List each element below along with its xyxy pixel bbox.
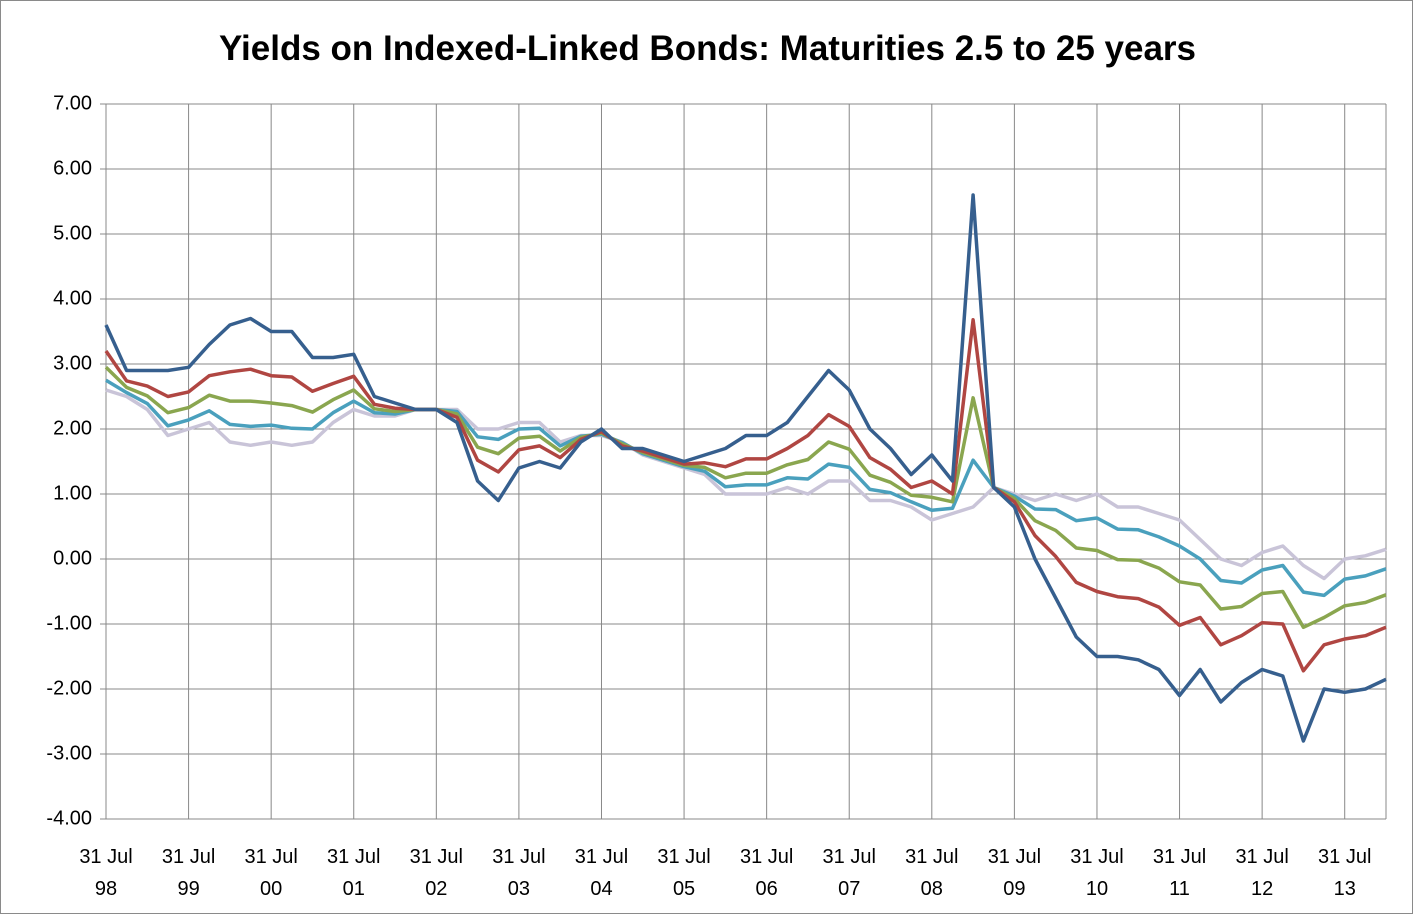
y-tick-label: 0.00	[53, 547, 92, 569]
x-tick-label: 31 Jul 11	[1152, 846, 1207, 900]
series-line	[105, 378, 1387, 598]
x-tick-label: 31 Jul 09	[987, 846, 1042, 900]
y-tick-label: 7.00	[53, 92, 92, 114]
y-tick-label: 4.00	[53, 287, 92, 309]
x-tick-label: 31 Jul 02	[409, 846, 463, 900]
x-tick-label: 31 Jul 06	[739, 846, 794, 900]
series-line	[105, 388, 1387, 581]
series-line	[104, 366, 1387, 630]
x-tick-label: 31 Jul 10	[1070, 846, 1124, 900]
x-tick-label: 31 Jul 08	[905, 846, 959, 900]
y-tick-label: 2.00	[53, 417, 92, 439]
y-tick-label: -1.00	[46, 612, 92, 634]
x-tick-label: 31 Jul 99	[161, 846, 216, 900]
y-tick-label: -3.00	[46, 742, 92, 764]
x-tick-label: 31 Jul 07	[822, 846, 876, 900]
y-tick-label: -2.00	[46, 677, 92, 699]
x-tick-label: 31 Jul 13	[1318, 846, 1372, 900]
chart-title: Yields on Indexed-Linked Bonds: Maturiti…	[218, 29, 1196, 68]
y-tick-label: 6.00	[53, 157, 92, 179]
series-line	[104, 193, 1387, 743]
x-tick-label: 31 Jul 01	[327, 846, 381, 900]
series-line	[104, 318, 1387, 673]
x-tick-label: 31 Jul 05	[657, 846, 711, 900]
x-tick-label: 31 Jul 00	[244, 846, 298, 900]
y-tick-label: -4.00	[46, 807, 92, 829]
x-tick-label: 31 Jul 98	[79, 846, 133, 900]
x-tick-label: 31 Jul 03	[492, 846, 546, 900]
x-tick-label: 31 Jul 04	[574, 846, 629, 900]
x-tick-label: 31 Jul 12	[1235, 846, 1289, 900]
y-tick-label: 5.00	[53, 222, 92, 244]
y-tick-label: 1.00	[53, 482, 92, 504]
y-tick-label: 3.00	[53, 352, 92, 374]
